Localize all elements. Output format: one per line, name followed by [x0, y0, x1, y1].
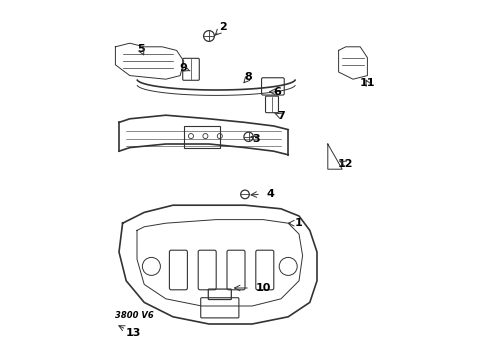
Text: 9: 9	[180, 63, 188, 73]
Text: 10: 10	[255, 283, 270, 293]
Text: 7: 7	[277, 111, 285, 121]
Text: 5: 5	[137, 44, 145, 54]
Text: 6: 6	[273, 87, 281, 97]
Text: 2: 2	[220, 22, 227, 32]
Text: 12: 12	[338, 159, 354, 169]
Text: 13: 13	[126, 328, 141, 338]
Text: 1: 1	[295, 218, 303, 228]
FancyBboxPatch shape	[184, 126, 220, 148]
Text: 4: 4	[266, 189, 274, 199]
Text: 11: 11	[360, 78, 375, 88]
Text: 8: 8	[245, 72, 252, 82]
Text: 3800 V6: 3800 V6	[116, 311, 154, 320]
Text: 3: 3	[252, 134, 260, 144]
